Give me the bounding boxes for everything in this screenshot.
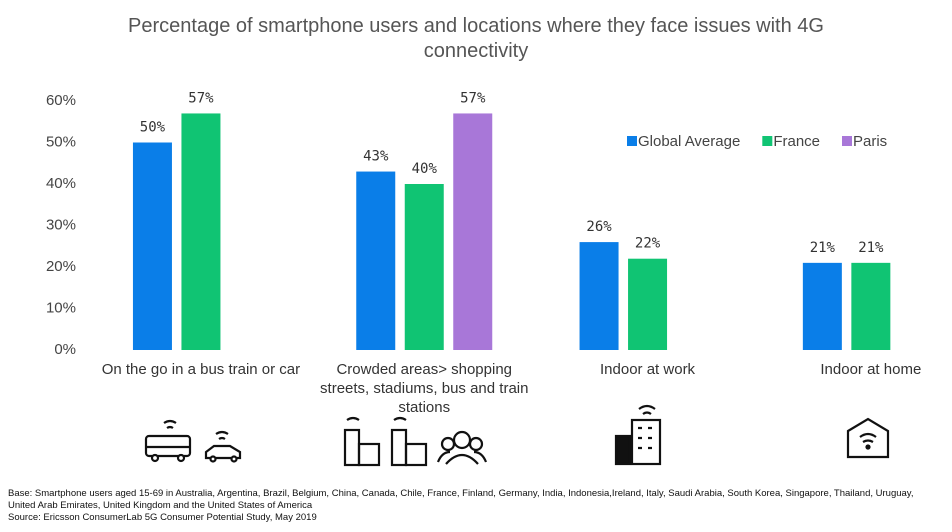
bar: [132, 142, 172, 350]
value-label: 21%: [858, 240, 884, 256]
office-icon: [614, 404, 662, 466]
y-tick-label: 30%: [46, 216, 76, 233]
legend-label: Global Average: [638, 133, 740, 150]
icons: [144, 404, 890, 467]
bar: [579, 242, 619, 350]
footnote: Base: Smartphone users aged 15-69 in Aus…: [8, 488, 914, 511]
x-tick-label: Indoor at home: [820, 361, 922, 378]
y-tick-label: 60%: [46, 92, 76, 109]
y-tick-label: 0%: [54, 341, 76, 358]
value-label: 43%: [363, 149, 389, 165]
x-tick-label: On the go in a bus train or car: [101, 361, 301, 378]
bar: [453, 113, 493, 350]
value-label: 50%: [140, 120, 166, 136]
legend-swatch: [762, 136, 773, 146]
bar: [628, 258, 668, 350]
y-tick-label: 10%: [46, 299, 76, 316]
bus-icon: [144, 419, 242, 463]
legend-swatch: [842, 136, 852, 146]
x-tick-label: Crowded areas> shopping streets, stadium…: [320, 361, 529, 416]
source: Source: Ericsson ConsumerLab 5G Consumer…: [8, 512, 317, 523]
value-label: 57%: [460, 90, 486, 106]
y-tick-label: 20%: [46, 258, 76, 275]
value-label: 26%: [586, 219, 612, 235]
bar: [802, 262, 842, 350]
y-tick-label: 50%: [46, 133, 76, 150]
footnotes: Base: Smartphone users aged 15-69 in Aus…: [8, 488, 938, 524]
bar: [356, 171, 396, 350]
legend-label: France: [773, 133, 820, 150]
value-label: 57%: [188, 90, 214, 106]
value-label: 21%: [810, 240, 836, 256]
bar: [404, 184, 444, 350]
legend-label: Paris: [853, 133, 887, 150]
x-tick-label: Indoor at work: [600, 361, 696, 378]
bar: [851, 262, 891, 350]
value-label: 22%: [635, 236, 661, 252]
crowd-icon: [343, 416, 488, 467]
y-tick-label: 40%: [46, 175, 76, 192]
value-label: 40%: [412, 161, 438, 177]
legend-swatch: [627, 136, 637, 146]
chart-title: Percentage of smartphone users and locat…: [128, 15, 824, 62]
home-icon: [846, 417, 890, 459]
bar: [181, 113, 221, 350]
